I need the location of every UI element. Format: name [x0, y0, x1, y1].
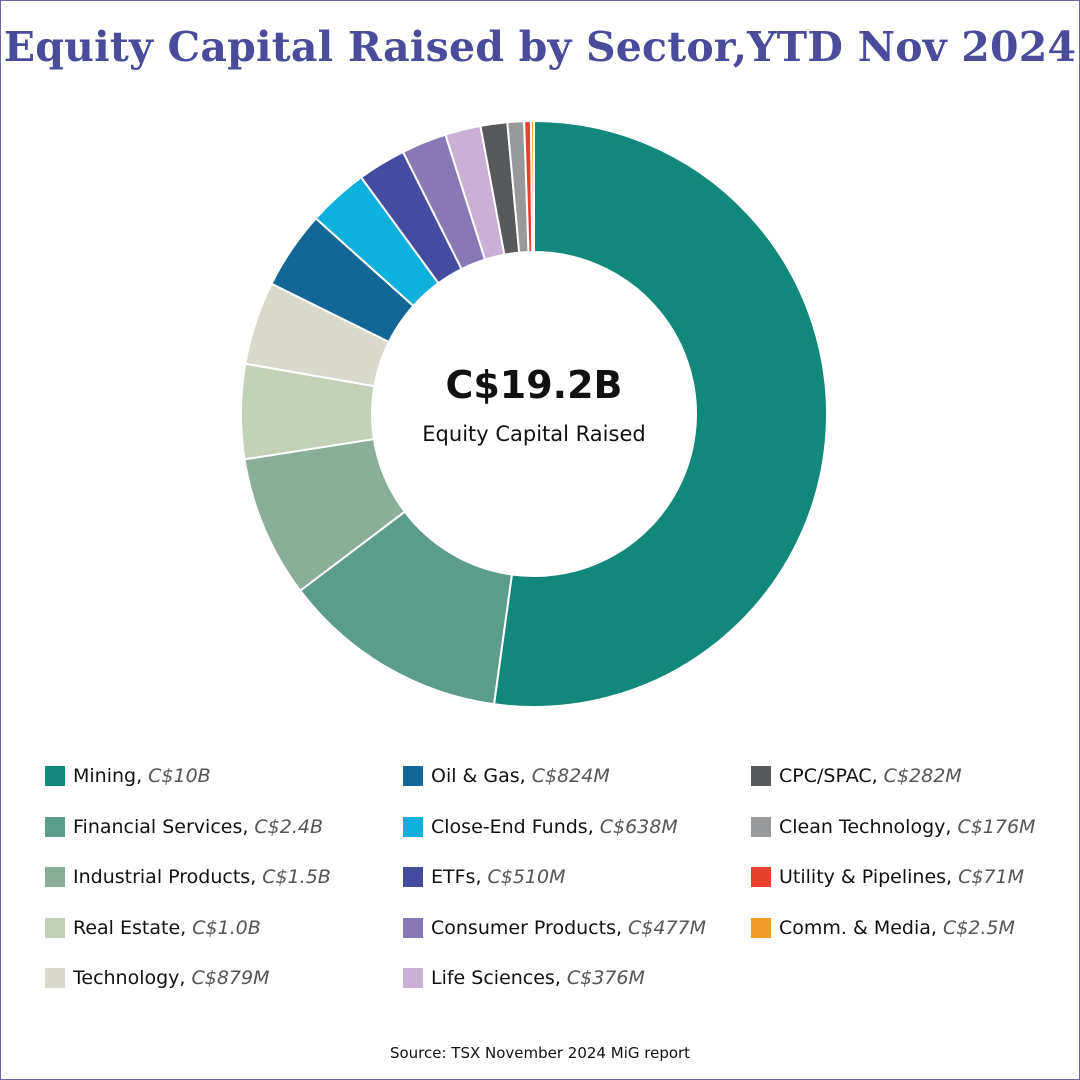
legend-label: Oil & Gas,	[431, 765, 526, 787]
legend-item: Oil & Gas, C$824M	[403, 765, 610, 787]
legend-label: Close-End Funds,	[431, 816, 594, 838]
legend-item: Close-End Funds, C$638M	[403, 816, 678, 838]
legend-item: Comm. & Media, C$2.5M	[751, 917, 1015, 939]
legend-value: C$376M	[566, 967, 645, 989]
legend-value: C$1.0B	[192, 917, 261, 939]
legend-label: Technology,	[73, 967, 186, 989]
legend-item: Utility & Pipelines, C$71M	[751, 866, 1024, 888]
legend-swatch	[751, 817, 771, 837]
chart-title: Equity Capital Raised by Sector,YTD Nov …	[3, 23, 1077, 71]
legend-label: Life Sciences,	[431, 967, 561, 989]
legend-swatch	[751, 766, 771, 786]
slice-comm-media	[529, 119, 535, 254]
legend-label: Mining,	[73, 765, 143, 787]
legend-label: ETFs,	[431, 866, 482, 888]
legend-label: Real Estate,	[73, 917, 187, 939]
source-note: Source: TSX November 2024 MiG report	[389, 1044, 691, 1062]
legend-label: Utility & Pipelines,	[779, 866, 953, 888]
legend-swatch	[45, 968, 65, 988]
legend-swatch	[403, 867, 423, 887]
center-total-value: C$19.2B	[445, 363, 623, 407]
legend-label: CPC/SPAC,	[779, 765, 878, 787]
legend-value: C$879M	[191, 967, 270, 989]
legend-item: Life Sciences, C$376M	[403, 967, 645, 989]
legend-label: Consumer Products,	[431, 917, 623, 939]
legend-item: CPC/SPAC, C$282M	[751, 765, 962, 787]
slice-mining	[492, 119, 828, 708]
legend-swatch	[751, 918, 771, 938]
legend-item: Industrial Products, C$1.5B	[45, 866, 331, 888]
legend-value: C$2.4B	[254, 816, 324, 838]
legend-swatch	[45, 918, 65, 938]
legend-value: C$2.5M	[942, 917, 1015, 939]
legend-label: Financial Services,	[73, 816, 249, 838]
legend-swatch	[751, 867, 771, 887]
legend-label: Comm. & Media,	[779, 917, 937, 939]
legend-label: Clean Technology,	[779, 816, 952, 838]
legend-item: Mining, C$10B	[45, 765, 211, 787]
legend-item: Technology, C$879M	[45, 967, 270, 989]
legend-value: C$477M	[628, 917, 707, 939]
legend-label: Industrial Products,	[73, 866, 257, 888]
legend-value: C$176M	[957, 816, 1036, 838]
legend-value: C$638M	[599, 816, 678, 838]
legend-item: Financial Services, C$2.4B	[45, 816, 323, 838]
legend-item: ETFs, C$510M	[403, 866, 566, 888]
legend-swatch	[403, 817, 423, 837]
legend-value: C$71M	[958, 866, 1025, 888]
legend-value: C$510M	[487, 866, 566, 888]
legend-item: Consumer Products, C$477M	[403, 917, 706, 939]
legend-swatch	[45, 817, 65, 837]
legend-swatch	[45, 867, 65, 887]
legend-value: C$10B	[148, 765, 211, 787]
legend-value: C$282M	[883, 765, 962, 787]
legend-swatch	[403, 968, 423, 988]
legend-value: C$1.5B	[262, 866, 331, 888]
legend-swatch	[45, 766, 65, 786]
legend-item: Real Estate, C$1.0B	[45, 917, 261, 939]
legend-value: C$824M	[531, 765, 610, 787]
legend-swatch	[403, 918, 423, 938]
center-total-label: Equity Capital Raised	[422, 422, 646, 446]
legend: Mining, C$10B Financial Services, C$2.4B Ind…	[1, 761, 1079, 1001]
legend-swatch	[403, 766, 423, 786]
legend-item: Clean Technology, C$176M	[751, 816, 1035, 838]
